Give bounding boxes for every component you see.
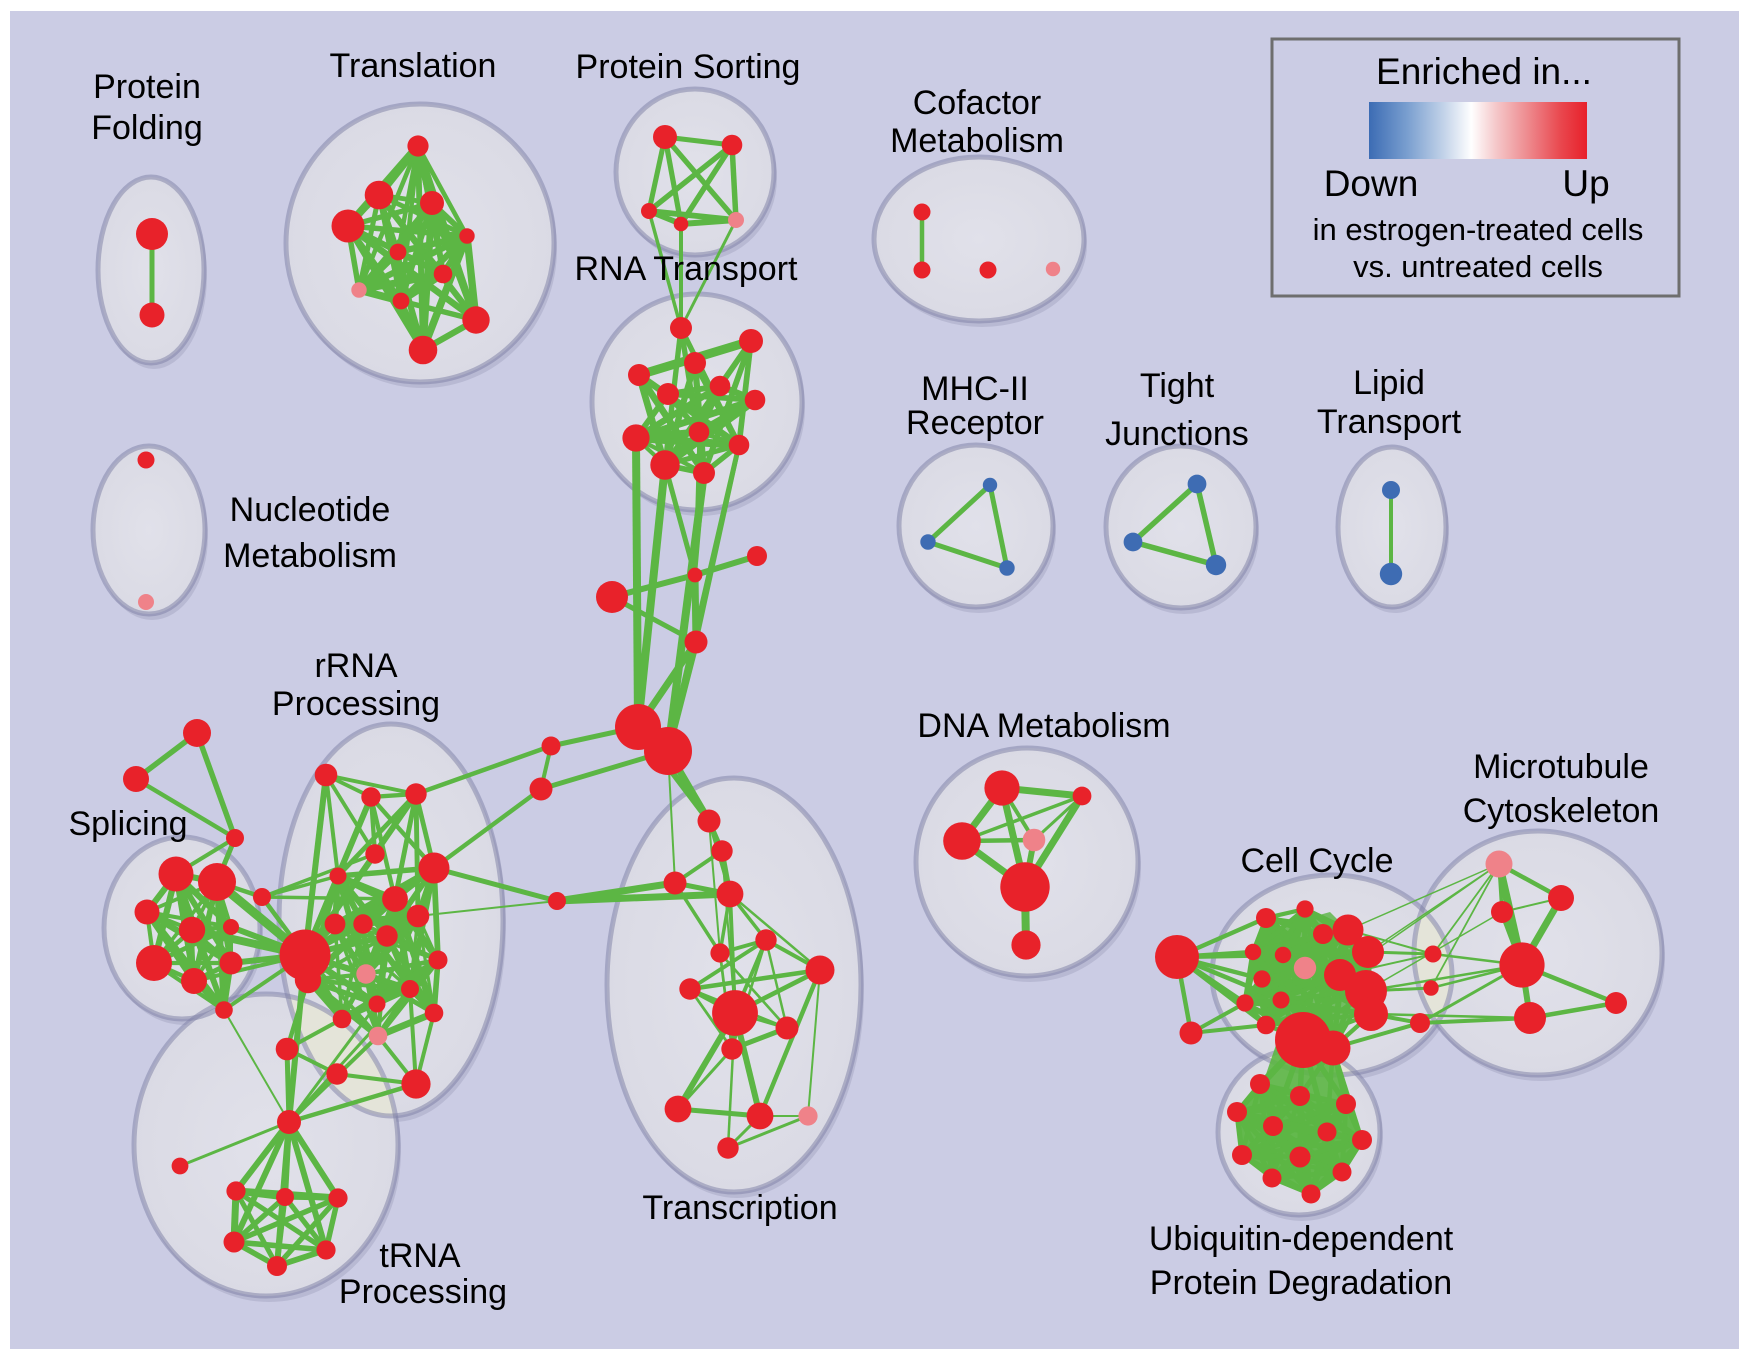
svg-text:RNA Transport: RNA Transport	[575, 250, 799, 288]
svg-text:Splicing: Splicing	[68, 805, 187, 843]
svg-text:Receptor: Receptor	[906, 404, 1044, 442]
svg-text:Metabolism: Metabolism	[890, 122, 1064, 160]
svg-text:Cofactor: Cofactor	[913, 84, 1042, 122]
svg-text:Metabolism: Metabolism	[223, 537, 397, 575]
svg-text:Transcription: Transcription	[642, 1189, 837, 1227]
svg-text:Down: Down	[1324, 163, 1419, 204]
svg-text:Protein Sorting: Protein Sorting	[576, 48, 801, 86]
svg-text:DNA Metabolism: DNA Metabolism	[917, 707, 1170, 745]
svg-text:rRNA: rRNA	[314, 647, 397, 685]
svg-text:Microtubule: Microtubule	[1473, 748, 1649, 786]
svg-text:Cell Cycle: Cell Cycle	[1240, 842, 1393, 880]
svg-text:Tight: Tight	[1140, 367, 1215, 405]
svg-text:Ubiquitin-dependent: Ubiquitin-dependent	[1149, 1220, 1454, 1258]
svg-text:Protein Degradation: Protein Degradation	[1150, 1264, 1452, 1302]
svg-text:Up: Up	[1562, 163, 1609, 204]
svg-text:Folding: Folding	[91, 109, 203, 147]
svg-text:Junctions: Junctions	[1105, 415, 1249, 453]
svg-text:Translation: Translation	[330, 47, 497, 85]
svg-text:Processing: Processing	[339, 1273, 507, 1311]
svg-text:in estrogen-treated cells: in estrogen-treated cells	[1313, 212, 1644, 247]
svg-text:Processing: Processing	[272, 685, 440, 723]
svg-text:Protein: Protein	[93, 68, 201, 106]
svg-text:Lipid: Lipid	[1353, 364, 1425, 402]
svg-text:Nucleotide: Nucleotide	[230, 491, 391, 529]
svg-text:Transport: Transport	[1317, 403, 1462, 441]
svg-text:vs. untreated cells: vs. untreated cells	[1353, 249, 1603, 284]
svg-text:Enriched in...: Enriched in...	[1376, 51, 1592, 92]
svg-text:tRNA: tRNA	[379, 1237, 461, 1275]
svg-text:MHC-II: MHC-II	[921, 370, 1029, 408]
svg-text:Cytoskeleton: Cytoskeleton	[1463, 792, 1660, 830]
